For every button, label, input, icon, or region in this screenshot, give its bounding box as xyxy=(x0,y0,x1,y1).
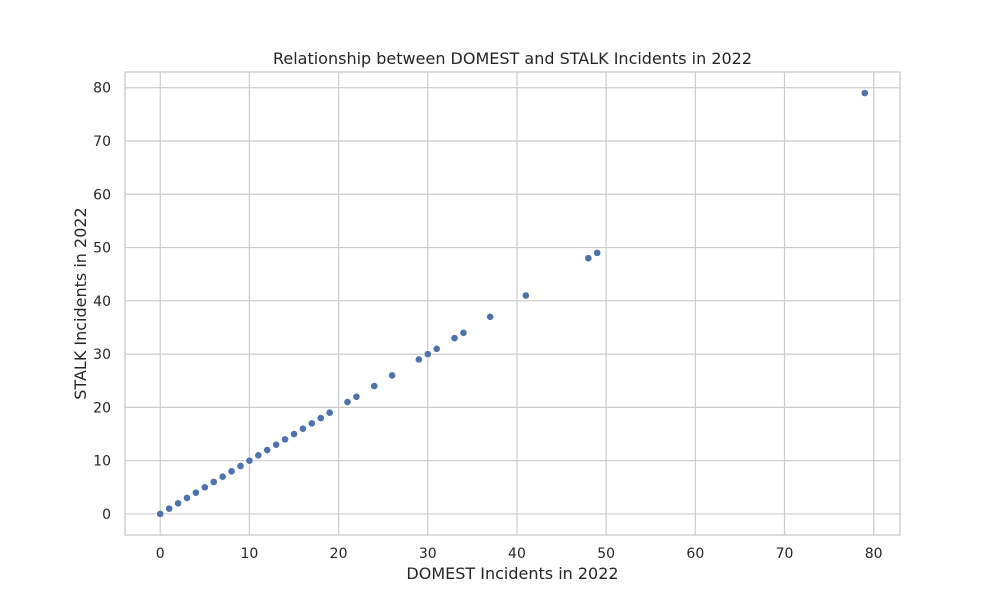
data-point xyxy=(272,440,281,449)
data-point xyxy=(521,291,530,300)
x-tick-label: 30 xyxy=(419,546,437,562)
y-tick-label: 10 xyxy=(93,454,111,470)
x-tick-label: 10 xyxy=(240,546,258,562)
data-point xyxy=(352,392,361,401)
x-tick-label: 80 xyxy=(865,546,883,562)
data-point xyxy=(200,483,209,492)
data-point xyxy=(486,312,495,321)
data-point xyxy=(450,334,459,343)
y-tick-label: 40 xyxy=(93,294,111,310)
data-point xyxy=(370,382,379,390)
data-point xyxy=(263,446,272,454)
data-point xyxy=(388,371,397,380)
y-tick-labels: 0 10 20 30 40 50 60 70 80 xyxy=(93,81,111,523)
x-tick-label: 0 xyxy=(156,546,165,562)
y-tick-label: 60 xyxy=(93,187,111,203)
plot-frame xyxy=(124,71,901,536)
data-point xyxy=(156,510,165,518)
data-point xyxy=(593,248,602,257)
data-point xyxy=(423,350,432,359)
data-point xyxy=(299,424,307,433)
data-point xyxy=(860,89,869,97)
data-point xyxy=(325,408,334,417)
x-tick-label: 70 xyxy=(776,546,794,562)
x-tick-label: 50 xyxy=(597,546,615,562)
data-point xyxy=(245,456,254,465)
y-tick-label: 0 xyxy=(102,507,111,523)
data-point xyxy=(236,462,245,470)
x-tick-label: 40 xyxy=(508,546,526,562)
y-axis-label: STALK Incidents in 2022 xyxy=(71,207,90,399)
data-point xyxy=(290,430,298,438)
data-point xyxy=(165,504,174,513)
data-point xyxy=(414,355,423,364)
data-point xyxy=(584,254,593,263)
data-point xyxy=(209,478,218,486)
data-points xyxy=(156,89,869,518)
y-tick-label: 70 xyxy=(93,134,111,150)
data-point xyxy=(459,328,468,337)
grid xyxy=(125,72,900,535)
data-point xyxy=(307,419,316,428)
data-point xyxy=(227,467,236,476)
data-point xyxy=(316,414,325,422)
data-point xyxy=(281,435,289,444)
y-tick-label: 30 xyxy=(93,347,111,363)
data-point xyxy=(183,494,191,502)
y-tick-label: 20 xyxy=(93,400,111,416)
data-point xyxy=(254,451,263,460)
y-tick-label: 80 xyxy=(93,81,111,97)
y-tick-label: 50 xyxy=(93,241,111,257)
data-point xyxy=(218,472,227,481)
data-point xyxy=(343,398,352,406)
x-tick-labels: 0 10 20 30 40 50 60 70 80 xyxy=(156,546,883,562)
x-tick-label: 60 xyxy=(686,546,704,562)
data-point xyxy=(192,488,200,497)
chart-title: Relationship between DOMEST and STALK In… xyxy=(273,49,752,68)
data-point xyxy=(432,344,441,353)
x-axis-label: DOMEST Incidents in 2022 xyxy=(406,564,618,583)
x-tick-label: 20 xyxy=(330,546,348,562)
data-point xyxy=(174,499,182,508)
